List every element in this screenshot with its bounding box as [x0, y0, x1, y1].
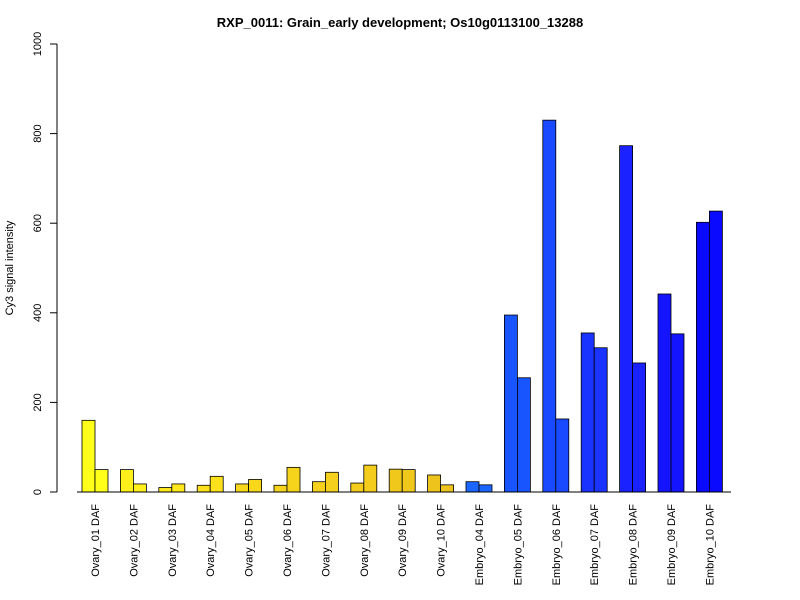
- x-tick-label: Embryo_09 DAF: [666, 504, 678, 586]
- bar-10-1: [427, 474, 442, 493]
- x-tick-label: Ovary_10 DAF: [436, 504, 448, 577]
- x-tick-label: Embryo_05 DAF: [512, 504, 524, 586]
- bar-2-1: [120, 469, 134, 493]
- x-tick-label: Ovary_02 DAF: [128, 504, 140, 577]
- bar-10-2: [440, 484, 455, 493]
- x-tick-label: Ovary_06 DAF: [282, 504, 294, 577]
- bar-4-2: [209, 475, 224, 493]
- bar-15-1: [619, 145, 633, 493]
- bar-1-2: [94, 469, 109, 493]
- bar-17-1: [696, 221, 710, 493]
- chart-title: RXP_0011: Grain_early development; Os10g…: [217, 15, 583, 30]
- x-tick-label: Embryo_08 DAF: [628, 504, 640, 586]
- bar-11-1: [465, 481, 480, 493]
- bar-16-2: [670, 333, 685, 493]
- bar-9-1: [388, 468, 403, 493]
- bar-17-2: [709, 210, 723, 493]
- x-tick-label: Embryo_10 DAF: [704, 504, 716, 586]
- x-tick-label: Embryo_07 DAF: [589, 504, 601, 586]
- bar-9-2: [401, 469, 416, 493]
- bars-group: [81, 119, 723, 493]
- y-tick-label: 600: [32, 214, 44, 232]
- bar-7-1: [311, 481, 326, 493]
- y-axis-label: Cy3 signal intensity: [4, 220, 16, 315]
- bar-4-1: [196, 484, 211, 493]
- y-tick-label: 1000: [32, 32, 44, 56]
- x-tick-label: Ovary_04 DAF: [205, 504, 217, 577]
- x-tick-label: Ovary_07 DAF: [320, 504, 332, 577]
- x-tick-label: Embryo_06 DAF: [551, 504, 563, 586]
- bar-6-2: [286, 466, 301, 493]
- y-tick-label: 0: [32, 489, 44, 495]
- x-tick-label: Ovary_09 DAF: [397, 504, 409, 577]
- x-tick-label: Ovary_03 DAF: [167, 504, 179, 577]
- bar-5-2: [248, 479, 263, 493]
- bar-3-1: [158, 487, 173, 493]
- y-tick-label: 800: [32, 124, 44, 142]
- bar-3-2: [171, 483, 186, 493]
- y-tick-label: 200: [32, 393, 44, 411]
- y-axis: 0 200 400 600 800 1000: [32, 32, 58, 495]
- x-tick-label: Embryo_04 DAF: [474, 504, 486, 586]
- bar-8-2: [363, 464, 378, 493]
- bar-14-2: [593, 347, 608, 493]
- x-tick-label: Ovary_01 DAF: [90, 504, 102, 577]
- bar-13-1: [542, 119, 557, 493]
- y-tick-label: 400: [32, 304, 44, 322]
- bar-5-1: [235, 483, 250, 493]
- bar-12-1: [503, 314, 518, 493]
- bar-8-1: [350, 482, 365, 493]
- x-axis-labels: Ovary_01 DAF Ovary_02 DAF Ovary_03 DAF Ovar…: [90, 504, 716, 586]
- bar-13-2: [555, 418, 570, 493]
- bar-11-2: [478, 484, 493, 493]
- bar-7-2: [324, 471, 339, 493]
- bar-1-1: [81, 419, 96, 493]
- x-tick-label: Ovary_08 DAF: [359, 504, 371, 577]
- x-tick-label: Ovary_05 DAF: [244, 504, 256, 577]
- bar-6-1: [273, 484, 288, 493]
- bar-2-2: [132, 483, 147, 493]
- bar-15-2: [632, 362, 646, 493]
- bar-12-2: [517, 377, 531, 493]
- bar-16-1: [657, 293, 672, 493]
- bar-14-1: [580, 332, 595, 493]
